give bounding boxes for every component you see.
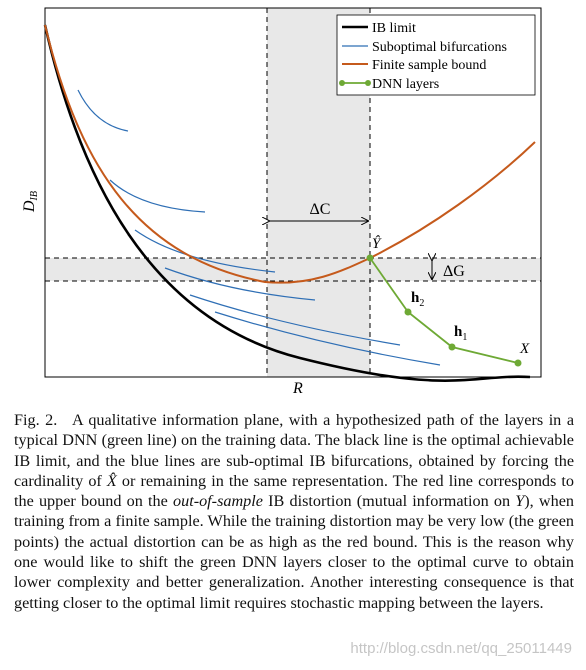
caption-math: Y xyxy=(515,492,525,511)
caption-math: X̂ xyxy=(106,471,117,490)
x-label-point: X xyxy=(519,341,530,357)
caption-emph: out-of-sample xyxy=(173,492,263,511)
caption-label: Fig. 2. xyxy=(14,411,58,429)
h1: h1 xyxy=(454,324,467,343)
legend: IB limit Suboptimal bifurcations Finite … xyxy=(336,14,536,96)
plot-frame xyxy=(44,7,542,378)
figure: ΔC ΔG Ŷ h2 h1 X R DIB IB limit Suboptima… xyxy=(21,7,542,397)
dashed-lines xyxy=(45,8,541,377)
y-hat: Ŷ xyxy=(372,235,382,252)
delta-g: ΔG xyxy=(443,263,465,280)
legend-entry: Suboptimal bifurcations xyxy=(372,40,507,55)
delta-c: ΔC xyxy=(310,201,331,218)
caption-text: IB distortion (mutual information on xyxy=(262,492,516,511)
legend-entry: IB limit xyxy=(372,21,416,36)
y-axis-label: DIB xyxy=(21,191,40,213)
h2: h2 xyxy=(411,290,424,309)
watermark: http://blog.csdn.net/qq_25011449 xyxy=(350,640,572,657)
ib-limit xyxy=(43,24,531,382)
x-axis-label: R xyxy=(292,380,303,397)
legend-entry: Finite sample bound xyxy=(372,58,486,73)
caption-text: A qualitative information plane, with a … xyxy=(14,411,575,490)
caption-text: or remaining in the same representation.… xyxy=(14,471,574,511)
suboptimal-curves xyxy=(77,89,441,366)
legend-entry: DNN layers xyxy=(372,77,439,92)
caption: Fig. 2. A qualitative information plane,… xyxy=(14,410,574,613)
dnn-path xyxy=(369,257,519,364)
caption-text: ), when training from a finite sample. W… xyxy=(14,492,574,612)
gap-band xyxy=(45,258,541,281)
finite-sample-bound xyxy=(44,24,536,284)
dnn-points xyxy=(366,254,522,367)
